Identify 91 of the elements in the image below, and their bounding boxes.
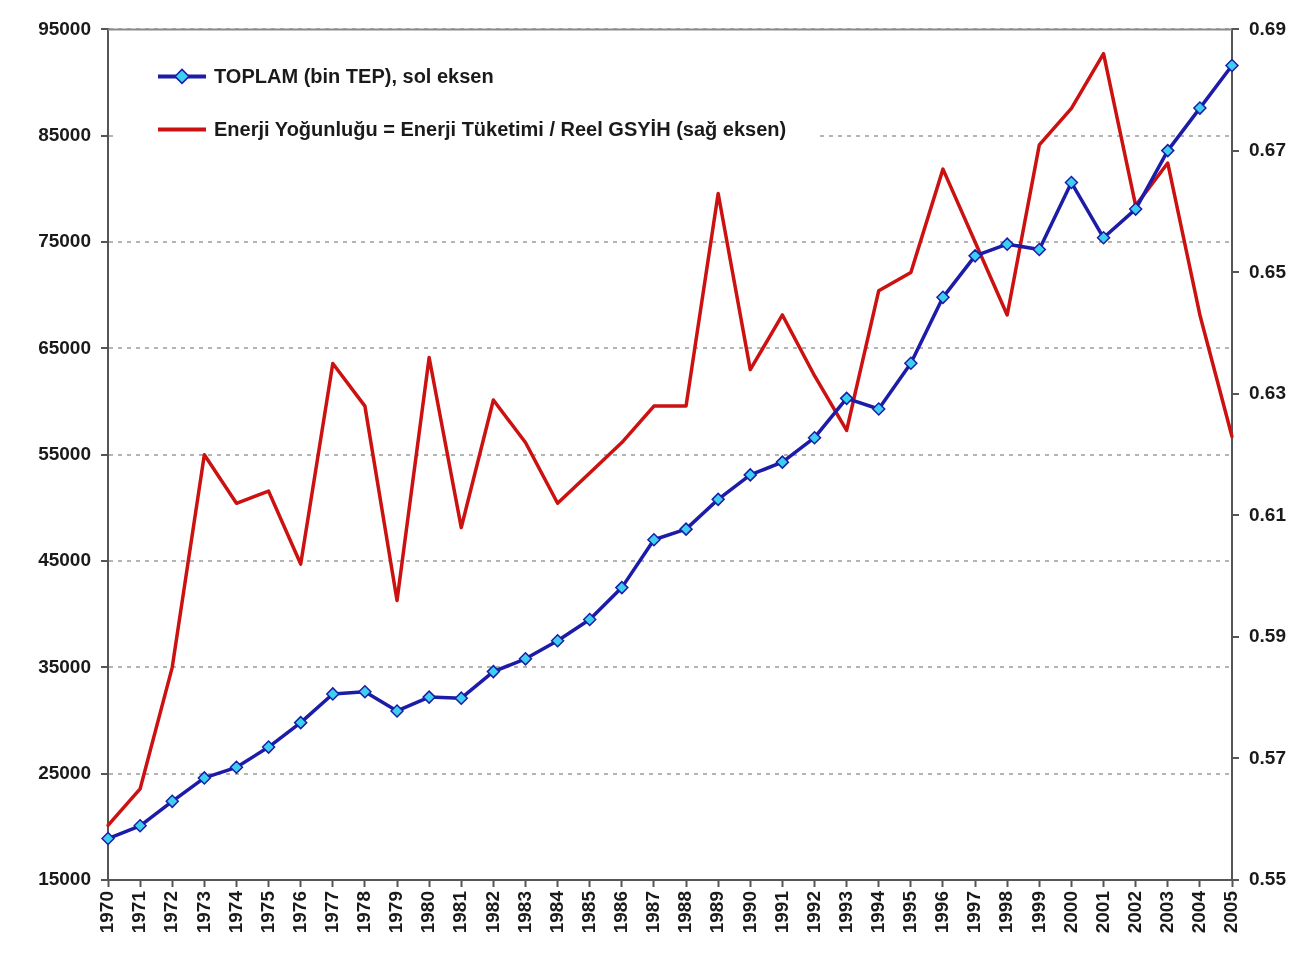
point (1161, 143, 1175, 158)
point (615, 580, 629, 595)
x-tick-label: 1994 (866, 890, 888, 934)
y2-tick-label: 0.59 (1249, 625, 1286, 647)
point (1225, 58, 1239, 73)
point (390, 704, 404, 718)
point (711, 492, 725, 507)
point (518, 652, 533, 666)
point (165, 794, 179, 809)
point (968, 249, 982, 263)
point (807, 430, 822, 445)
x-tick-label: 2001 (1091, 890, 1113, 934)
x-tick-label: 2005 (1220, 890, 1242, 934)
x-tick-label: 1973 (192, 891, 214, 934)
x-tick-label: 1998 (995, 891, 1017, 934)
x-tick-label: 1987 (642, 891, 664, 934)
x-tick-label: 1976 (288, 891, 310, 934)
x-tick-label: 1974 (224, 890, 246, 934)
point (197, 771, 212, 785)
x-tick-label: 1990 (738, 891, 760, 934)
point (871, 402, 886, 416)
point (261, 740, 276, 754)
x-tick-label: 1995 (899, 890, 921, 934)
x-tick-label: 1991 (770, 890, 792, 934)
x-tick-label: 1971 (128, 890, 150, 934)
y-tick-label: 65000 (38, 336, 91, 358)
x-tick-label: 1992 (802, 891, 824, 934)
x-tick-label: 1985 (577, 890, 599, 934)
y-tick-label: 95000 (38, 17, 91, 39)
x-tick-label: 1984 (545, 890, 567, 934)
x-tick-label: 1993 (834, 891, 856, 934)
y2-tick-label: 0.61 (1249, 503, 1287, 525)
point (743, 468, 758, 482)
x-tick-label: 1977 (321, 891, 343, 934)
x-tick-label: 1983 (513, 891, 535, 934)
point (326, 687, 340, 701)
point (293, 715, 308, 730)
y2-tick-label: 0.65 (1249, 260, 1287, 282)
point (775, 455, 790, 469)
y-tick-label: 35000 (38, 655, 91, 677)
point (582, 612, 597, 627)
x-tick-label: 2000 (1059, 891, 1081, 934)
y-tick-label: 45000 (38, 549, 91, 571)
y-tick-label: 25000 (38, 761, 91, 783)
x-tick-label: 1979 (385, 891, 407, 934)
y-tick-label: 75000 (38, 230, 91, 252)
point (839, 391, 854, 406)
y2-tick-label: 0.67 (1249, 139, 1286, 161)
point (422, 690, 436, 704)
y-tick-label: 85000 (38, 123, 91, 145)
x-tick-label: 1996 (931, 891, 953, 934)
point (679, 522, 693, 536)
y-tick-label: 55000 (38, 442, 91, 464)
x-tick-label: 1978 (353, 891, 375, 934)
legend-label: Enerji Yoğunluğu = Enerji Tüketimi / Reel GSYİH (sağ eksen) (214, 117, 787, 140)
y2-tick-label: 0.63 (1249, 382, 1286, 404)
point (647, 533, 661, 547)
x-tick-label: 1975 (256, 890, 278, 934)
y2-tick-label: 0.57 (1249, 746, 1286, 768)
x-tick-label: 1988 (674, 891, 696, 934)
point (101, 831, 115, 846)
point (1000, 237, 1014, 251)
legend-label: TOPLAM (bin TEP), sol eksen (214, 64, 494, 87)
point (454, 691, 469, 705)
x-tick-label: 1986 (610, 891, 632, 934)
point (1096, 231, 1111, 245)
point (486, 664, 501, 679)
point (229, 760, 244, 775)
y2-tick-label: 0.69 (1249, 17, 1286, 39)
point (133, 819, 147, 833)
x-tick-label: 2003 (1156, 891, 1178, 934)
x-tick-label: 1970 (96, 891, 118, 934)
x-tick-label: 1980 (417, 891, 439, 934)
point (550, 634, 565, 648)
point (936, 290, 950, 305)
point (1128, 202, 1143, 216)
point (1193, 101, 1207, 115)
point (904, 356, 918, 371)
x-tick-label: 1999 (1027, 891, 1049, 934)
x-tick-label: 1989 (706, 891, 728, 934)
x-tick-label: 2004 (1188, 890, 1210, 934)
y2-tick-label: 0.55 (1249, 868, 1287, 890)
x-tick-label: 1972 (160, 891, 182, 934)
point (1064, 175, 1079, 190)
point (358, 685, 372, 699)
x-tick-label: 1982 (481, 891, 503, 934)
y-tick-label: 15000 (38, 868, 91, 890)
x-tick-label: 2002 (1123, 891, 1145, 934)
x-tick-label: 1981 (449, 890, 471, 934)
point (1032, 242, 1047, 257)
x-tick-label: 1997 (963, 891, 985, 934)
